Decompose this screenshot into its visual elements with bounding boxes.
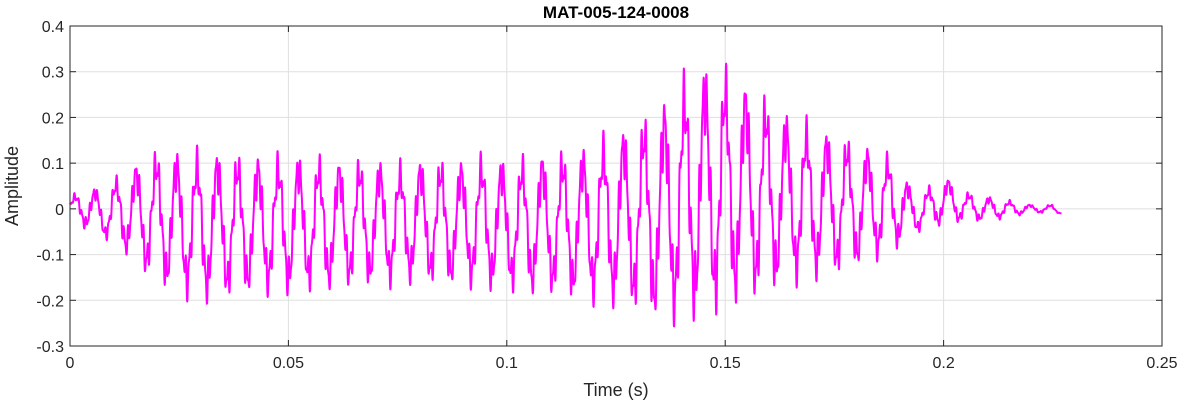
x-tick-label: 0 [66,355,75,372]
y-tick-label: 0.4 [42,19,64,36]
chart-title: MAT-005-124-0008 [543,3,689,22]
x-tick-label: 0.2 [932,355,954,372]
x-tick-label: 0.15 [710,355,741,372]
y-tick-label: -0.1 [36,248,64,265]
y-tick-label: 0.3 [42,65,64,82]
x-tick-label: 0.25 [1146,355,1177,372]
plot-frame [69,25,1163,347]
y-axis-label: Amplitude [2,146,22,226]
series-line [69,62,1063,328]
y-tick-label: 0.2 [42,110,64,127]
x-axis-label: Time (s) [583,380,648,400]
x-tick-label: 0.05 [273,355,304,372]
y-tick-label: -0.2 [36,293,64,310]
plot-area [70,26,1162,346]
x-tick-label: 0.1 [496,355,518,372]
series-layer [69,62,1063,328]
y-tick-label: 0.1 [42,156,64,173]
y-tick-label: -0.3 [36,339,64,356]
y-tick-label: 0 [55,202,64,219]
ticks: 0 0.05 0.1 0.15 0.2 0.25 -0.3 -0.2 -0.1 0 0.1 0.2 0.… [36,19,1177,372]
